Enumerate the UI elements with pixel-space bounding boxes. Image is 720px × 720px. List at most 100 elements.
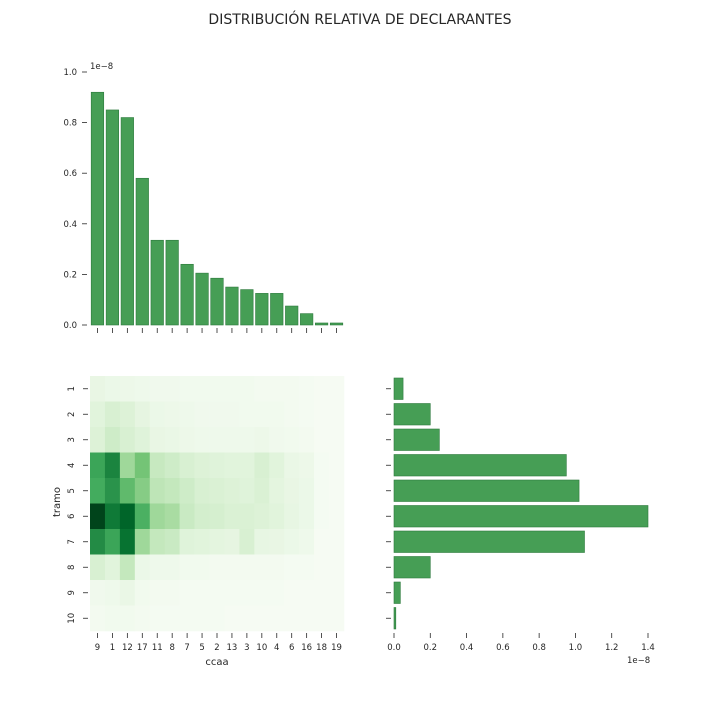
heatmap-cell — [134, 529, 151, 555]
heatmap-cell — [299, 478, 315, 504]
heatmap-xtick-label: 11 — [152, 643, 163, 653]
top-bar — [270, 293, 284, 326]
heatmap-cell — [194, 401, 210, 428]
right-xtick-label: 0.8 — [532, 643, 546, 653]
heatmap-cell — [179, 605, 195, 632]
heatmap-ytick-label: 6 — [67, 514, 77, 519]
heatmap-cell — [269, 401, 285, 428]
right-xtick-label: 1.0 — [569, 643, 583, 653]
heatmap-cell — [299, 605, 315, 632]
top-bar — [195, 272, 209, 326]
heatmap-cell — [134, 503, 151, 530]
heatmap-cell — [164, 452, 180, 479]
heatmap-cell — [299, 376, 315, 402]
top-ytick-label: 0.6 — [63, 169, 77, 179]
heatmap-xtick-label: 18 — [316, 643, 327, 653]
heatmap-cell — [119, 503, 136, 530]
heatmap-cell — [239, 452, 255, 479]
heatmap-cell — [224, 401, 240, 428]
heatmap-ytick-label: 9 — [67, 590, 77, 595]
heatmap-cell — [90, 605, 106, 632]
heatmap-cell — [239, 605, 255, 632]
right-xtick-label: 0.2 — [424, 643, 438, 653]
heatmap-cell — [104, 401, 121, 428]
right-xtick-label: 1.2 — [605, 643, 619, 653]
heatmap-cell — [179, 376, 195, 402]
heatmap-cell — [269, 605, 285, 632]
top-bar — [150, 239, 164, 326]
heatmap-cell — [164, 605, 180, 632]
heatmap-cell — [104, 478, 121, 504]
heatmap-cell — [119, 605, 136, 632]
heatmap-cell — [194, 605, 210, 632]
top-bar — [255, 293, 269, 326]
heatmap-cell — [179, 503, 195, 530]
top-bar — [105, 109, 119, 326]
heatmap-cell — [119, 376, 136, 402]
heatmap-cell — [149, 376, 166, 402]
heatmap-ylabel: tramo — [52, 487, 63, 517]
heatmap-cell — [284, 478, 300, 504]
heatmap-ytick-label: 10 — [67, 613, 77, 624]
top-bar — [135, 177, 149, 326]
right-xtick-label: 0.4 — [460, 643, 474, 653]
heatmap-cell — [119, 554, 136, 581]
heatmap-cell — [104, 503, 121, 530]
heatmap-cell — [269, 503, 285, 530]
heatmap-cell — [134, 452, 151, 479]
heatmap-cell — [104, 580, 121, 606]
heatmap-cell — [269, 580, 285, 606]
top-bar — [285, 305, 299, 326]
heatmap-cell — [194, 427, 210, 453]
heatmap-cell — [179, 529, 195, 555]
heatmap-cell — [104, 605, 121, 632]
heatmap-cell — [254, 529, 270, 555]
heatmap-cell — [314, 503, 330, 530]
heatmap-cell — [194, 580, 210, 606]
heatmap-cell — [284, 427, 300, 453]
heatmap-cell — [329, 401, 345, 428]
heatmap-xtick-label: 12 — [122, 643, 133, 653]
heatmap-cell — [329, 478, 345, 504]
heatmap-cell — [90, 427, 106, 453]
heatmap-cell — [90, 503, 106, 530]
heatmap-cell — [314, 554, 330, 581]
heatmap-cell — [149, 452, 166, 479]
heatmap-cell — [299, 580, 315, 606]
heatmap-cell — [284, 503, 300, 530]
heatmap-xtick-label: 7 — [184, 643, 189, 653]
heatmap-cell — [104, 427, 121, 453]
heatmap-cell — [104, 452, 121, 479]
heatmap-cell — [179, 554, 195, 581]
right-xtick-label: 1.4 — [641, 643, 655, 653]
heatmap-cell — [224, 554, 240, 581]
heatmap-cell — [119, 401, 136, 428]
right-bar — [393, 530, 585, 553]
top-bar — [300, 313, 314, 326]
heatmap-ytick-label: 5 — [67, 488, 77, 493]
heatmap-cell — [314, 605, 330, 632]
top-bar — [315, 322, 329, 326]
heatmap-xtick-label: 19 — [331, 643, 342, 653]
heatmap-xtick-label: 2 — [214, 643, 219, 653]
heatmap-cell — [194, 478, 210, 504]
heatmap-cell — [104, 376, 121, 402]
heatmap-cell — [329, 376, 345, 402]
heatmap-cell — [254, 401, 270, 428]
heatmap-ytick-label: 7 — [67, 539, 77, 544]
heatmap-xtick-label: 13 — [227, 643, 238, 653]
heatmap-cell — [254, 554, 270, 581]
heatmap-cell — [194, 376, 210, 402]
heatmap-cell — [209, 529, 225, 555]
heatmap-cell — [239, 427, 255, 453]
heatmap-cell — [90, 580, 106, 606]
heatmap-cell — [314, 478, 330, 504]
heatmap-cell — [90, 554, 106, 581]
heatmap-cell — [164, 376, 180, 402]
heatmap-cell — [269, 452, 285, 479]
top-bar — [329, 322, 344, 326]
top-ytick-label: 0.2 — [63, 270, 77, 280]
top-bar — [240, 289, 254, 326]
top-bar-chart: 0.0 0.2 0.4 0.6 0.8 1.0 — [63, 68, 344, 333]
